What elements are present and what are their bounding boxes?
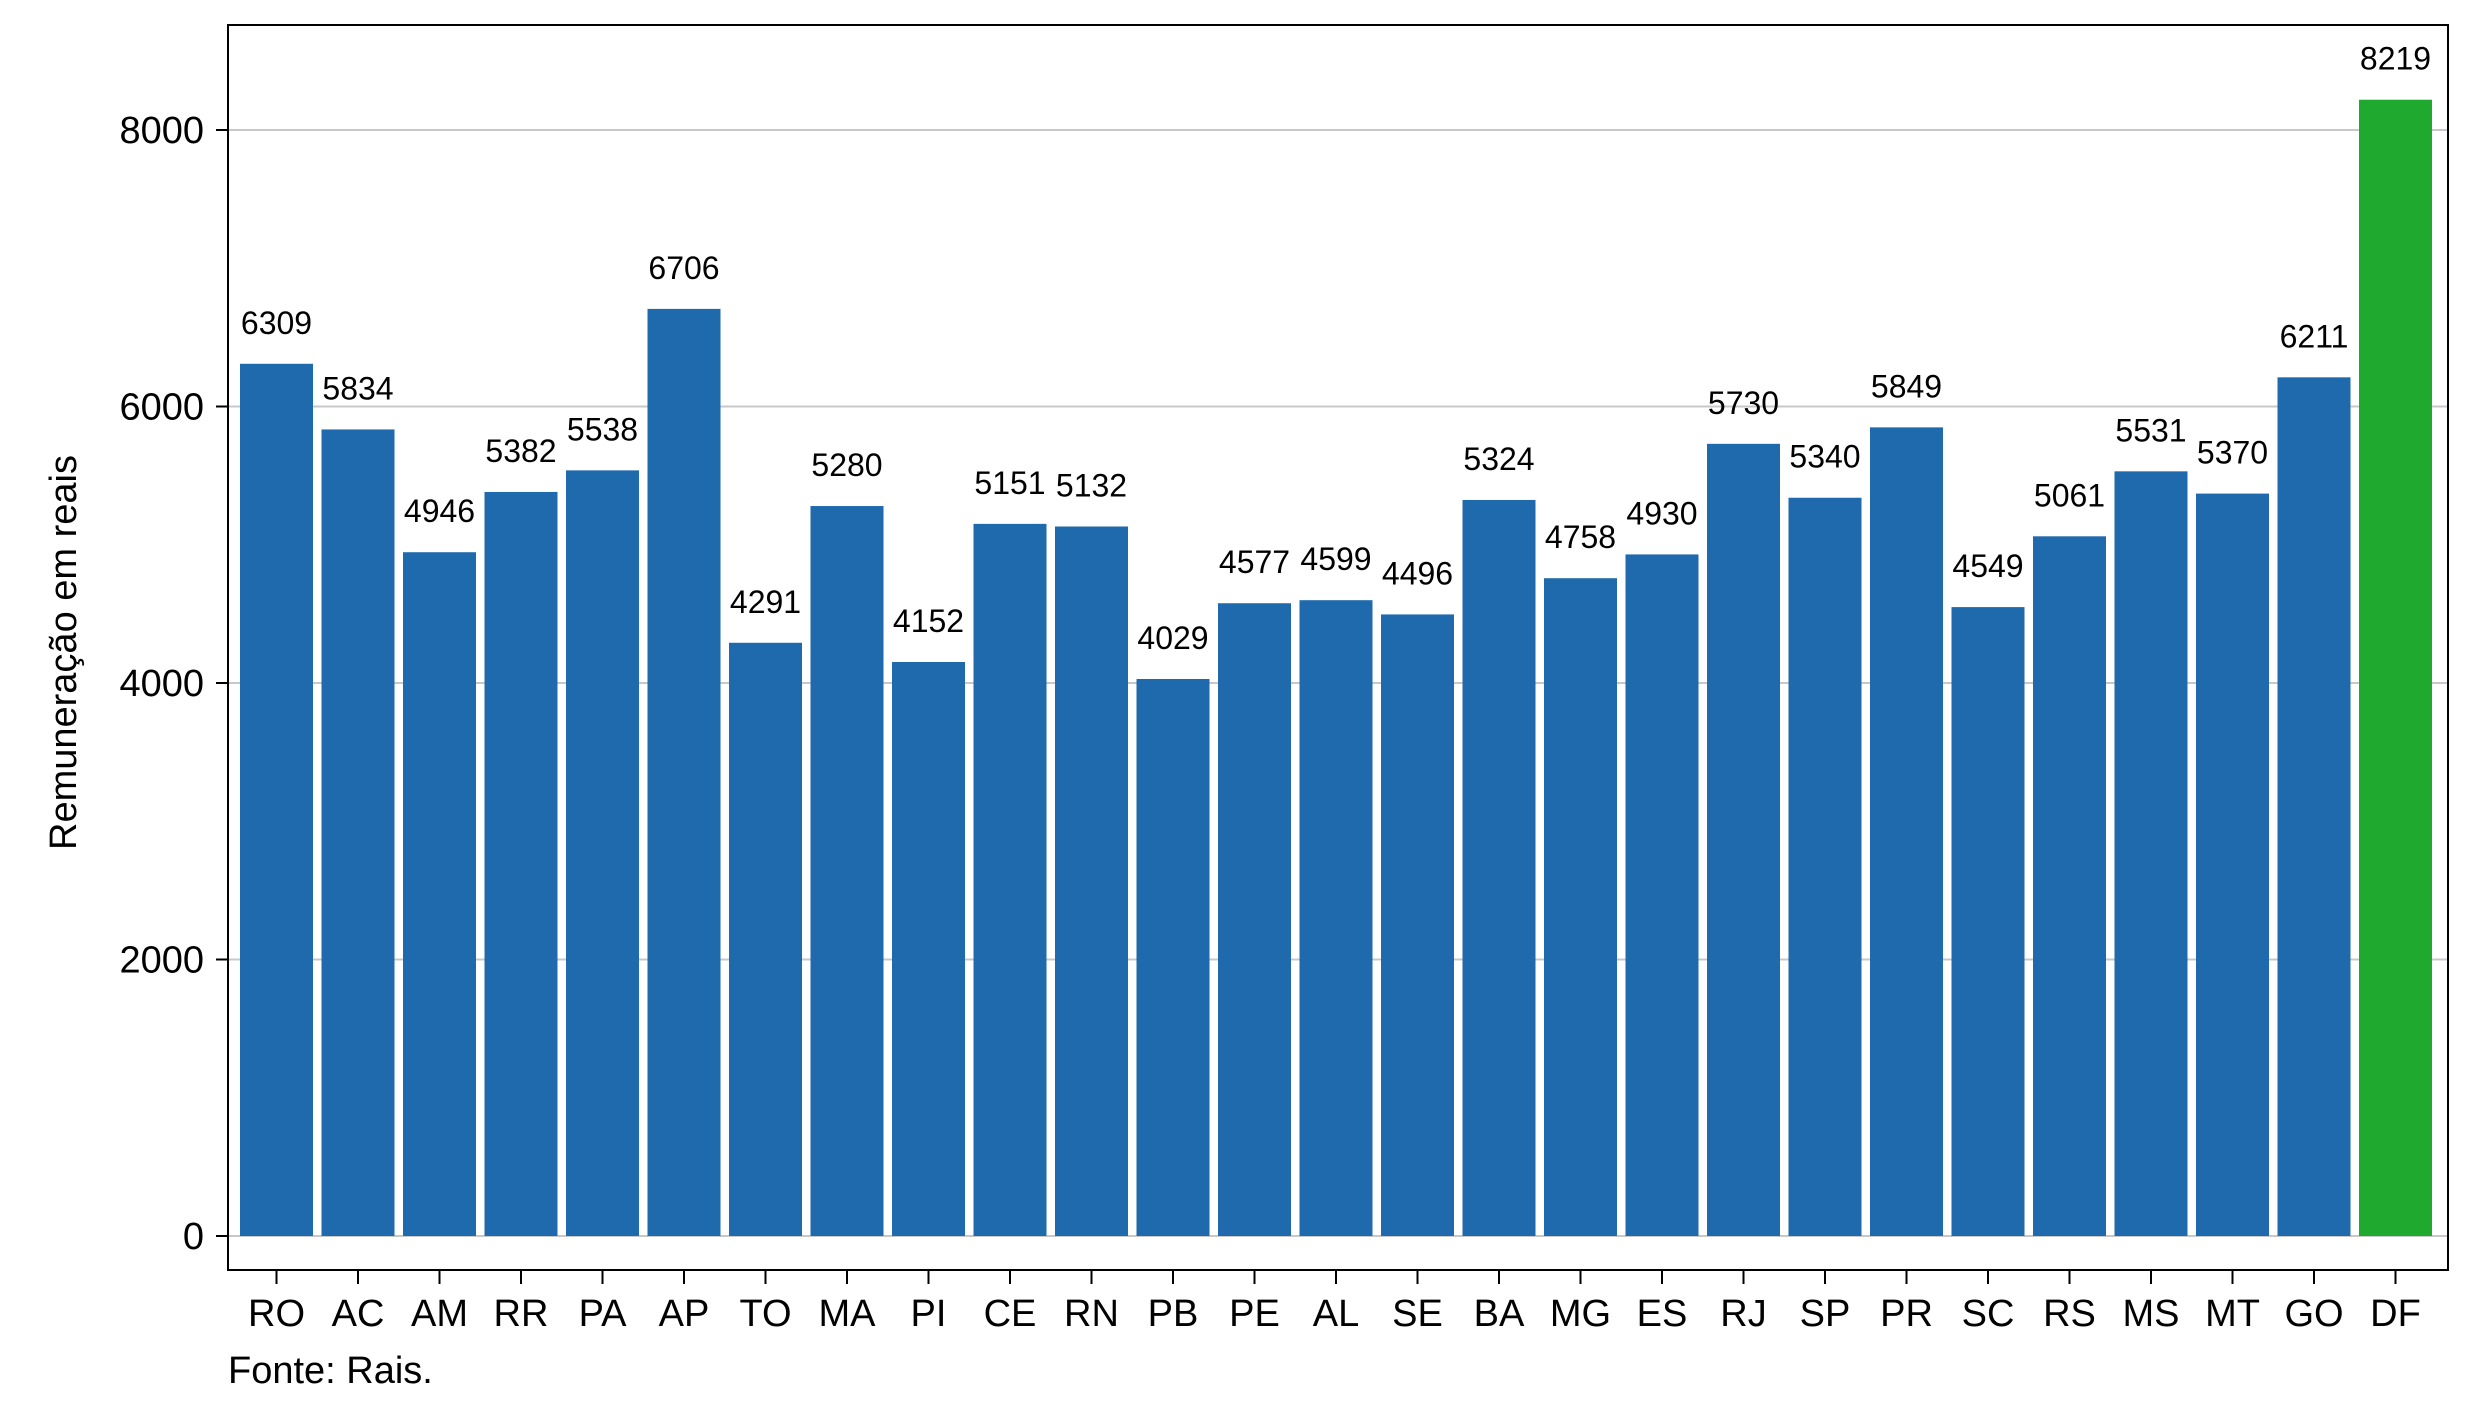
bar-df (2359, 99, 2432, 1236)
x-axis: RO AC AM RR PA AP TO MA PI CE RN PB PE AL SE BA MG ES RJ SP… (248, 1270, 2421, 1335)
y-axis-label: Remuneração em reais (43, 455, 85, 850)
bar-rn (1055, 526, 1128, 1236)
x-tick-label: ES (1637, 1293, 1688, 1335)
x-tick-label: SE (1392, 1293, 1443, 1335)
bar-value-label: 4577 (1219, 544, 1290, 580)
x-tick-label: PB (1148, 1293, 1199, 1335)
bar-value-label: 6309 (241, 305, 312, 341)
x-tick-label: RN (1064, 1293, 1119, 1335)
bar-pb (1136, 678, 1210, 1236)
bar-ce (973, 523, 1047, 1236)
y-tick-label: 0 (183, 1216, 204, 1258)
bar-value-label: 6211 (2280, 318, 2349, 354)
bar-pa (566, 470, 639, 1237)
x-tick-label: RJ (1720, 1293, 1766, 1335)
x-tick-label: AP (659, 1293, 710, 1335)
x-tick-label: MT (2205, 1293, 2260, 1335)
y-tick-label: 6000 (119, 387, 204, 429)
x-tick-label: SP (1800, 1293, 1851, 1335)
x-tick-label: MG (1550, 1293, 1611, 1335)
x-tick-label: RO (248, 1293, 305, 1335)
bar-ac (321, 429, 395, 1237)
bar-value-label: 5382 (485, 433, 556, 469)
bar-es (1625, 554, 1699, 1236)
bar-pe (1218, 603, 1291, 1236)
bar-to (729, 642, 802, 1236)
bar-value-label: 4549 (1952, 548, 2023, 584)
bar-sp (1788, 497, 1862, 1236)
bar-value-label: 5538 (567, 411, 638, 447)
bar-value-label: 5280 (811, 447, 882, 483)
bar-value-label: 8219 (2360, 41, 2431, 77)
bar-value-label: 5061 (2034, 477, 2105, 513)
plot-frame (227, 24, 2449, 1271)
x-tick-label: DF (2370, 1293, 2421, 1335)
y-tick-label: 8000 (119, 110, 204, 152)
bar-value-labels: 6309 5834 4946 5382 5538 6706 4291 5280 4152 5151… (241, 41, 2431, 656)
x-tick-label: PR (1880, 1293, 1933, 1335)
x-tick-label: CE (984, 1293, 1037, 1335)
bar-am (403, 552, 476, 1236)
bar-rj (1707, 443, 1780, 1236)
x-tick-label: RR (494, 1293, 549, 1335)
bar-value-label: 4599 (1300, 541, 1371, 577)
bar-pr (1870, 427, 1943, 1237)
bar-al (1299, 600, 1373, 1236)
bar-value-label: 5849 (1871, 368, 1942, 404)
x-tick-label: AM (411, 1293, 468, 1335)
bar-rs (2033, 536, 2106, 1236)
x-tick-label: GO (2284, 1293, 2343, 1335)
bar-value-label: 5340 (1789, 439, 1860, 475)
y-tick-label: 4000 (119, 663, 204, 705)
bar-value-label: 5132 (1056, 468, 1127, 504)
bar-se (1381, 614, 1454, 1236)
bar-rr (484, 491, 558, 1237)
x-tick-label: PI (911, 1293, 947, 1335)
bar-go (2277, 377, 2351, 1237)
bar-value-label: 5370 (2197, 435, 2268, 471)
bar-value-label: 5834 (322, 370, 393, 406)
bar-value-label: 4152 (893, 603, 964, 639)
source-caption: Fonte: Rais. (228, 1350, 433, 1392)
bar-value-label: 4029 (1137, 620, 1208, 656)
y-axis: 0 2000 4000 6000 8000 (119, 110, 228, 1258)
bar-mt (2196, 493, 2269, 1236)
x-tick-label: BA (1474, 1293, 1525, 1335)
bars (240, 99, 2432, 1237)
bar-value-label: 5324 (1463, 441, 1534, 477)
x-tick-label: SC (1962, 1293, 2015, 1335)
x-tick-label: AL (1313, 1293, 1359, 1335)
bar-value-label: 4496 (1382, 555, 1453, 591)
bar-ro (240, 363, 313, 1236)
bar-ap (647, 308, 721, 1236)
bar-value-label: 4291 (730, 584, 801, 620)
x-tick-label: MA (819, 1293, 877, 1335)
bar-mg (1544, 578, 1617, 1236)
bar-value-label: 5730 (1708, 385, 1779, 421)
bar-value-label: 4930 (1626, 495, 1697, 531)
bar-pi (892, 661, 965, 1236)
bar-value-label: 4946 (404, 493, 475, 529)
bar-value-label: 6706 (648, 250, 719, 286)
bar-sc (1951, 607, 2025, 1236)
y-tick-label: 2000 (119, 940, 204, 982)
bar-value-label: 4758 (1545, 519, 1616, 555)
x-tick-label: TO (739, 1293, 791, 1335)
bar-ms (2114, 471, 2188, 1237)
bar-ma (810, 506, 884, 1236)
bar-value-label: 5151 (974, 465, 1045, 501)
bar-ba (1462, 499, 1536, 1236)
x-tick-label: AC (332, 1293, 385, 1335)
x-tick-label: RS (2043, 1293, 2096, 1335)
x-tick-label: PE (1229, 1293, 1280, 1335)
bar-value-label: 5531 (2115, 412, 2186, 448)
x-tick-label: PA (579, 1293, 628, 1335)
x-tick-label: MS (2123, 1293, 2180, 1335)
